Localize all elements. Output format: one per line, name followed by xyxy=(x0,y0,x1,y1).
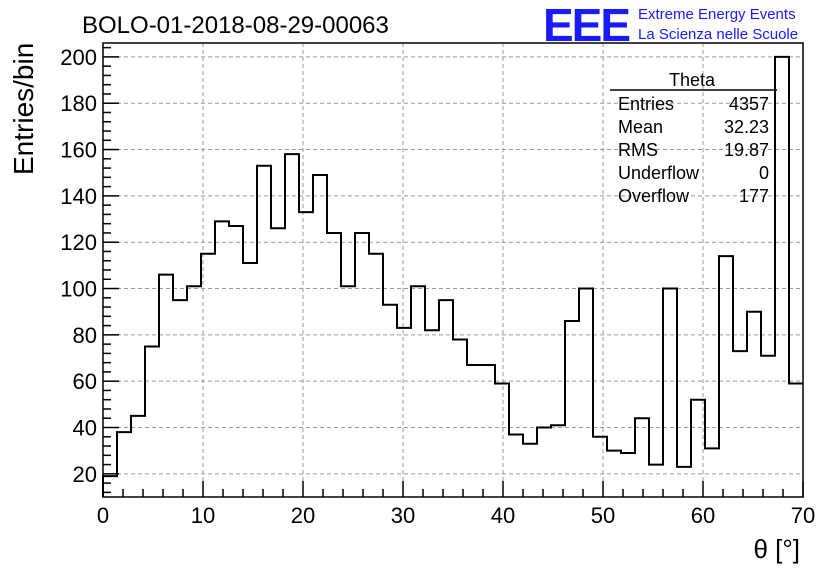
tick-marks xyxy=(102,46,804,497)
stats-box-title: Theta xyxy=(669,70,716,90)
stats-row-label: Underflow xyxy=(618,163,700,183)
y-tick-label: 200 xyxy=(60,45,97,70)
stats-row-label: Entries xyxy=(618,94,674,114)
stats-row-value: 19.87 xyxy=(724,140,769,160)
histogram-outline xyxy=(102,55,803,497)
tick-labels: 0 10 20 30 40 50 60 70 20 40 60 80 100 120 140 160 180 20… xyxy=(60,45,815,528)
stats-rows: Entries 4357 Mean 32.23 RMS 19.87 Underflow 0 Ov… xyxy=(618,94,769,206)
stats-row-label: Mean xyxy=(618,117,663,137)
stats-row-value: 32.23 xyxy=(724,117,769,137)
x-tick-label: 50 xyxy=(591,503,615,528)
x-tick-label: 10 xyxy=(191,503,215,528)
histogram-series xyxy=(102,55,803,497)
y-tick-label: 140 xyxy=(60,184,97,209)
y-axis-label: Entries/bin xyxy=(8,43,39,175)
grid-lines xyxy=(103,43,803,497)
stats-row-value: 0 xyxy=(759,163,769,183)
run-title: BOLO-01-2018-08-29-00063 xyxy=(82,12,389,39)
y-tick-label: 100 xyxy=(60,277,97,302)
stats-row-label: Overflow xyxy=(618,186,690,206)
stats-row-value: 4357 xyxy=(729,94,769,114)
x-tick-label: 60 xyxy=(691,503,715,528)
stats-row-value: 177 xyxy=(739,186,769,206)
x-tick-label: 30 xyxy=(391,503,415,528)
plot-frame xyxy=(102,42,804,498)
eee-logo: EEE xyxy=(543,0,629,51)
y-tick-label: 40 xyxy=(73,416,97,441)
x-tick-label: 20 xyxy=(291,503,315,528)
stats-box: Theta Entries 4357 Mean 32.23 RMS 19.87 Underf… xyxy=(610,70,777,206)
x-tick-label: 0 xyxy=(97,503,109,528)
stats-row-label: RMS xyxy=(618,140,658,160)
y-tick-label: 180 xyxy=(60,91,97,116)
axes xyxy=(102,42,804,498)
logo-line-1: Extreme Energy Events xyxy=(638,6,796,23)
y-tick-label: 60 xyxy=(73,369,97,394)
x-tick-label: 70 xyxy=(791,503,815,528)
x-axis-label: θ [°] xyxy=(753,534,800,564)
y-tick-label: 160 xyxy=(60,138,97,163)
y-tick-label: 20 xyxy=(73,462,97,487)
y-tick-label: 80 xyxy=(73,323,97,348)
x-tick-label: 40 xyxy=(491,503,515,528)
logo-line-2: La Scienza nelle Scuole xyxy=(638,26,798,43)
y-tick-label: 120 xyxy=(60,230,97,255)
